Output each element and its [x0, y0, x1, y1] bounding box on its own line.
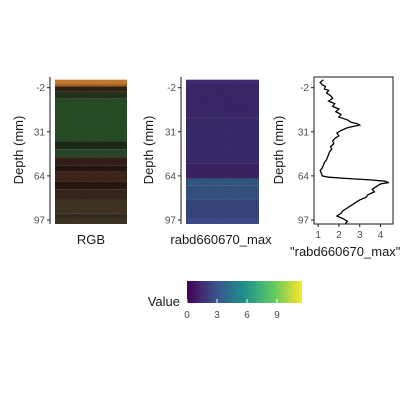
colorbar-tick-label: 6	[244, 310, 250, 321]
y-tick-label: -2	[300, 83, 309, 94]
colorbar-tick-label: 9	[274, 310, 280, 321]
x-tick-label: 1	[315, 230, 321, 241]
profile-y-axis-label: Depth (mm)	[271, 116, 286, 185]
y-tick-label: 31	[34, 127, 46, 138]
rgb-y-axis: -2 31 64 97	[34, 77, 51, 226]
rgb-band	[55, 213, 127, 224]
profile-series-line	[319, 79, 390, 225]
colorbar-tick-label: 0	[184, 310, 190, 321]
y-tick-label: 64	[34, 171, 46, 182]
y-tick-label: 31	[298, 127, 310, 138]
profile-panel: -2 31 64 97 1 2 3 4 Depth (mm) "rabd660670_max…	[271, 76, 401, 259]
rgb-band	[55, 79, 127, 87]
y-tick-label: 64	[298, 171, 310, 182]
profile-frame	[313, 76, 394, 225]
colorbar-legend: Value 0 3 6 9	[148, 281, 302, 321]
colorbar-ticks: 0 3 6 9	[184, 299, 280, 321]
rgb-x-axis-label: RGB	[77, 232, 105, 247]
profile-y-axis: -2 31 64 97	[298, 77, 315, 226]
colorbar-title: Value	[148, 294, 180, 309]
y-tick-label: -2	[36, 83, 45, 94]
rgb-panel: -2 31 64 97 Depth (mm) RGB	[11, 77, 127, 247]
y-tick-label: 97	[165, 215, 177, 226]
index-map-panel: -2 31 64 97 Depth (mm) rabd660670_max	[141, 77, 272, 247]
index-map-texture	[186, 84, 259, 218]
index-map-y-axis-label: Depth (mm)	[141, 116, 156, 185]
y-tick-label: 97	[298, 215, 310, 226]
y-tick-label: -2	[167, 83, 176, 94]
rgb-image-texture	[55, 84, 127, 218]
y-tick-label: 64	[165, 171, 177, 182]
index-map-x-axis-label: rabd660670_max	[170, 232, 272, 247]
colorbar-gradient	[187, 281, 302, 303]
y-tick-label: 97	[34, 215, 46, 226]
profile-x-axis: 1 2 3 4	[315, 224, 384, 241]
profile-x-axis-label: "rabd660670_max"	[290, 244, 401, 259]
index-map-y-axis: -2 31 64 97	[165, 77, 182, 226]
colorbar-tick-label: 3	[214, 310, 220, 321]
rgb-y-axis-label: Depth (mm)	[11, 116, 26, 185]
y-tick-label: 31	[165, 127, 177, 138]
x-tick-label: 4	[378, 230, 384, 241]
x-tick-label: 2	[336, 230, 342, 241]
x-tick-label: 3	[357, 230, 363, 241]
